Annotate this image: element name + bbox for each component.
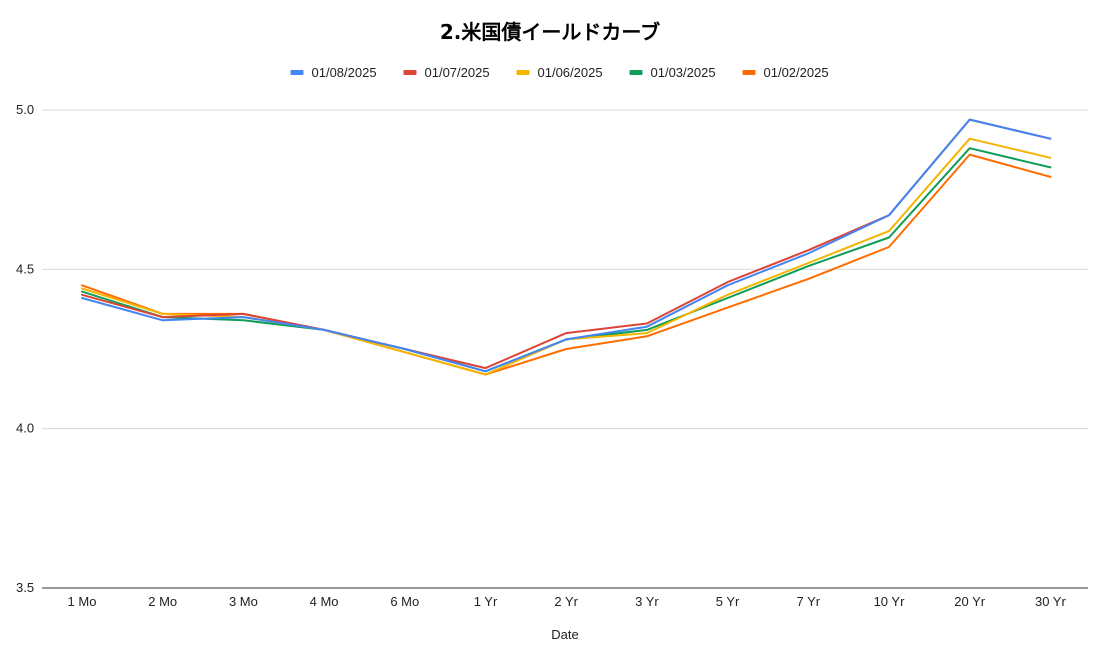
x-axis-label: Date [551, 627, 578, 642]
series-line-5 [81, 153, 1052, 376]
x-tick-label: 20 Yr [954, 594, 986, 609]
x-tick-label: 6 Mo [390, 594, 419, 609]
x-tick-label: 2 Mo [148, 594, 177, 609]
legend-label-3: 01/06/2025 [538, 65, 603, 80]
x-tick-label: 7 Yr [796, 594, 820, 609]
y-tick-label: 5.0 [16, 102, 34, 117]
chart-title: 2.米国債イールドカーブ [439, 20, 661, 44]
x-tick-label: 10 Yr [874, 594, 906, 609]
legend-label-1: 01/08/2025 [312, 65, 377, 80]
x-tick-label: 1 Mo [68, 594, 97, 609]
legend-swatch-5 [742, 70, 756, 75]
x-tick-label: 3 Mo [229, 594, 258, 609]
legend-label-5: 01/02/2025 [764, 65, 829, 80]
series-line-4 [81, 147, 1052, 373]
series-line-2 [81, 118, 1052, 370]
legend-swatch-4 [629, 70, 643, 75]
x-tick-label: 2 Yr [554, 594, 578, 609]
y-tick-label: 4.5 [16, 261, 34, 276]
legend-swatch-1 [290, 70, 304, 75]
legend-label-4: 01/03/2025 [651, 65, 716, 80]
x-tick-label: 30 Yr [1035, 594, 1067, 609]
y-tick-label: 4.0 [16, 421, 34, 436]
x-tick-label: 3 Yr [635, 594, 659, 609]
series-line-1 [81, 118, 1052, 373]
x-tick-label: 1 Yr [474, 594, 498, 609]
legend-swatch-3 [516, 70, 530, 75]
x-tick-label: 5 Yr [716, 594, 740, 609]
x-tick-label: 4 Mo [310, 594, 339, 609]
legend-swatch-2 [403, 70, 417, 75]
y-tick-label: 3.5 [16, 580, 34, 595]
legend-label-2: 01/07/2025 [425, 65, 490, 80]
